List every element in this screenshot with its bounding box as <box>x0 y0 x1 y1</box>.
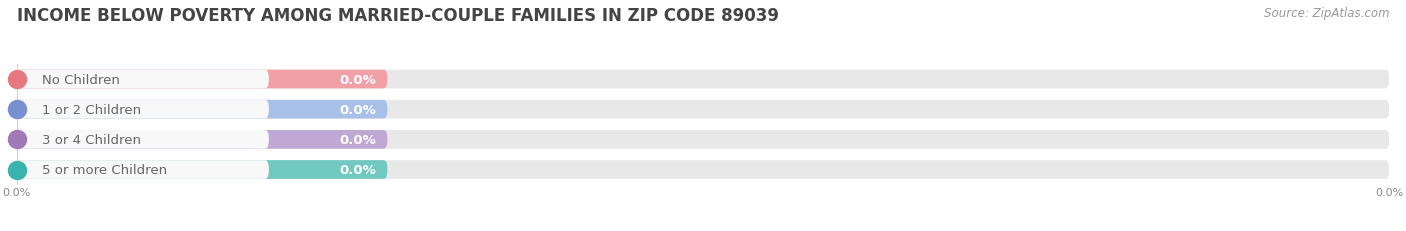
Text: INCOME BELOW POVERTY AMONG MARRIED-COUPLE FAMILIES IN ZIP CODE 89039: INCOME BELOW POVERTY AMONG MARRIED-COUPL… <box>17 7 779 25</box>
FancyBboxPatch shape <box>17 100 388 119</box>
FancyBboxPatch shape <box>17 131 269 149</box>
Text: 5 or more Children: 5 or more Children <box>42 163 167 176</box>
FancyBboxPatch shape <box>17 161 1389 179</box>
FancyBboxPatch shape <box>17 70 269 89</box>
FancyBboxPatch shape <box>17 131 1389 149</box>
FancyBboxPatch shape <box>17 161 269 179</box>
Text: 3 or 4 Children: 3 or 4 Children <box>42 133 141 146</box>
Text: 0.0%: 0.0% <box>340 133 377 146</box>
FancyBboxPatch shape <box>17 100 1389 119</box>
Text: 0.0%: 0.0% <box>340 163 377 176</box>
FancyBboxPatch shape <box>17 70 1389 89</box>
FancyBboxPatch shape <box>17 161 388 179</box>
FancyBboxPatch shape <box>17 100 269 119</box>
Text: 1 or 2 Children: 1 or 2 Children <box>42 103 141 116</box>
Text: Source: ZipAtlas.com: Source: ZipAtlas.com <box>1264 7 1389 20</box>
FancyBboxPatch shape <box>17 70 388 89</box>
FancyBboxPatch shape <box>17 131 388 149</box>
Text: 0.0%: 0.0% <box>340 103 377 116</box>
Text: No Children: No Children <box>42 73 120 86</box>
Text: 0.0%: 0.0% <box>340 73 377 86</box>
